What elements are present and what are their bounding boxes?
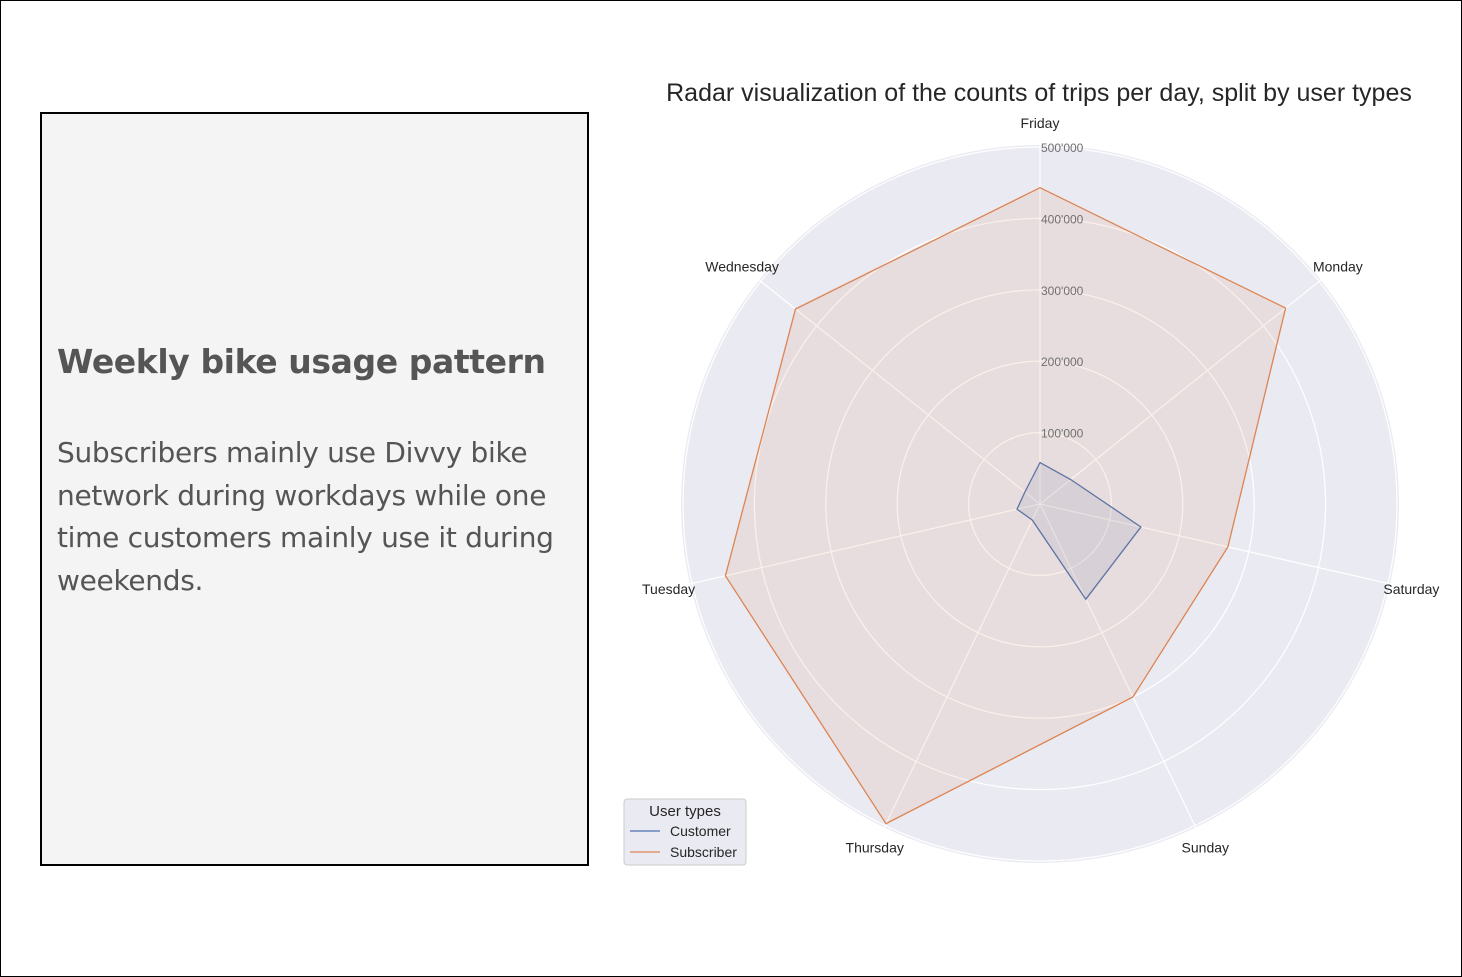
angular-grid: [689, 145, 1391, 828]
radial-tick-label-5: 500'000: [1041, 141, 1084, 155]
spoke-saturday: [1039, 503, 1391, 585]
legend: User types Customer Subscriber: [623, 798, 747, 866]
legend-label-subscriber: Subscriber: [670, 844, 737, 860]
legend-box: [623, 798, 747, 866]
radial-tick-label-2: 200'000: [1041, 355, 1084, 369]
spoke-monday: [1039, 279, 1322, 505]
category-label-thursday: Thursday: [846, 839, 904, 855]
spoke-sunday: [1039, 503, 1197, 828]
spoke-wednesday: [758, 279, 1041, 505]
radial-tick-label-4: 400'000: [1041, 212, 1084, 226]
radial-tick-label-3: 300'000: [1041, 284, 1084, 298]
series-area-customer: [1017, 462, 1141, 600]
spoke-tuesday: [689, 503, 1041, 585]
category-label-wednesday: Wednesday: [705, 259, 779, 275]
category-label-monday: Monday: [1313, 259, 1363, 275]
category-label-sunday: Sunday: [1182, 839, 1229, 855]
radial-tick-label-1: 100'000: [1041, 427, 1084, 441]
series-line-subscriber: [724, 186, 1287, 825]
chart-title: Radar visualization of the counts of tri…: [666, 79, 1412, 107]
category-label-saturday: Saturday: [1383, 581, 1439, 597]
text-box-title: Weekly bike usage pattern: [57, 342, 546, 381]
category-labels: Friday Monday Saturday Sunday Thursday Tuesda…: [642, 115, 1439, 855]
category-label-tuesday: Tuesday: [642, 581, 695, 597]
series-area-subscriber: [725, 187, 1286, 824]
text-box: Weekly bike usage pattern Subscribers ma…: [40, 112, 589, 866]
category-label-friday: Friday: [1021, 115, 1060, 131]
series-layer: [724, 186, 1287, 825]
radial-tick-labels: 100'000 200'000 300'000 400'000 500'000: [1041, 141, 1084, 441]
series-line-customer: [1016, 461, 1142, 601]
text-box-body: Subscribers mainly use Divvy bike networ…: [57, 436, 554, 597]
spoke-thursday: [883, 503, 1041, 828]
legend-title: User types: [649, 803, 721, 820]
legend-label-customer: Customer: [670, 823, 731, 839]
